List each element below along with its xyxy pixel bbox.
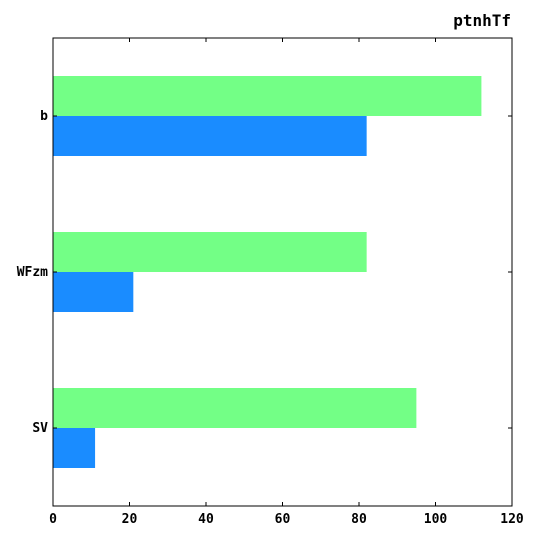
x-tick-label: 0 bbox=[49, 512, 57, 527]
y-tick-label: b bbox=[40, 109, 48, 124]
bar-2-b bbox=[53, 116, 367, 156]
x-tick-label: 120 bbox=[500, 512, 524, 527]
y-tick-label: WFzm bbox=[17, 265, 48, 280]
bar-1-WFzm bbox=[53, 232, 367, 272]
x-tick-label: 40 bbox=[198, 512, 214, 527]
x-tick-label: 60 bbox=[275, 512, 291, 527]
y-tick-label: SV bbox=[32, 421, 48, 436]
bar-2-SV bbox=[53, 428, 96, 468]
x-tick-label: 100 bbox=[424, 512, 448, 527]
bar-1-b bbox=[53, 76, 482, 116]
bar-1-SV bbox=[53, 388, 417, 428]
bar-2-WFzm bbox=[53, 272, 134, 312]
x-tick-label: 20 bbox=[122, 512, 138, 527]
chart-title: ptnhTf bbox=[453, 11, 511, 30]
x-tick-label: 80 bbox=[351, 512, 367, 527]
